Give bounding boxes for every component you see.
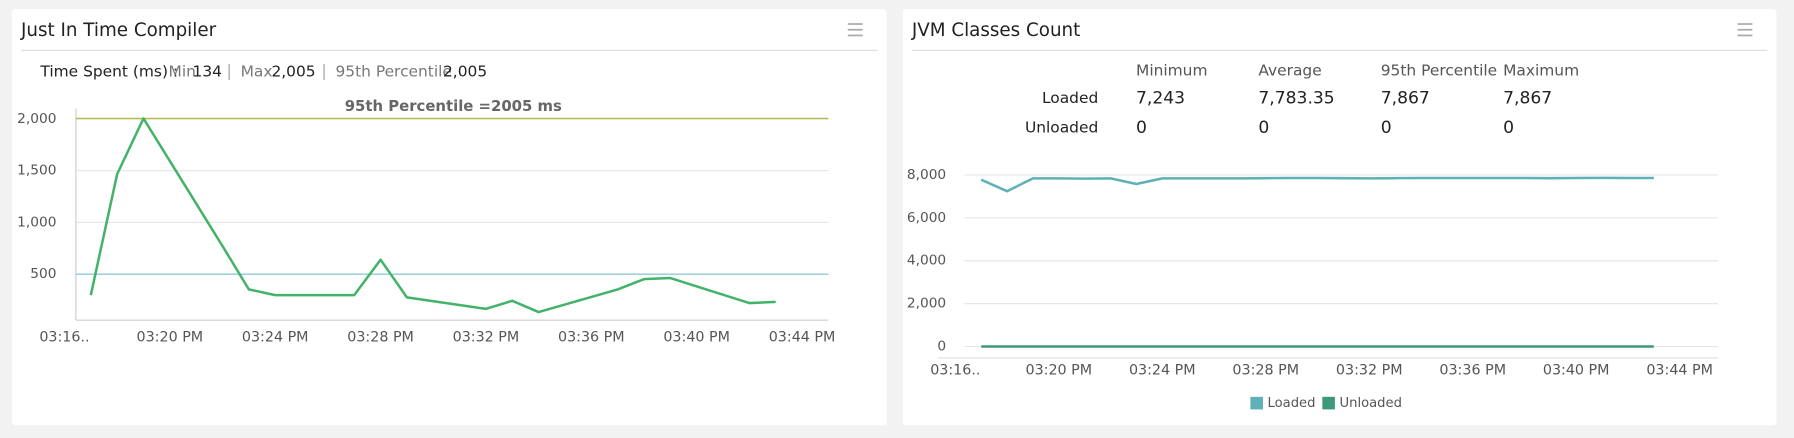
stat-value: 0	[1503, 118, 1514, 138]
menu-icon[interactable]	[1737, 23, 1753, 37]
row-label: Loaded	[1042, 89, 1098, 107]
legend-swatch	[1250, 396, 1263, 410]
y-tick-label: 6,000	[907, 210, 946, 226]
stat-value: 0	[1136, 118, 1147, 138]
stat-value: 2,005	[271, 63, 315, 81]
column-header: 95th Percentile	[1381, 61, 1497, 79]
column-header: Maximum	[1503, 61, 1579, 79]
legend-label: Loaded	[1268, 396, 1316, 411]
y-tick-label: 4,000	[907, 253, 946, 269]
x-tick-label: 03:44 PM	[1646, 363, 1713, 379]
x-tick-label: 03:16..	[930, 363, 980, 379]
stat-value: 7,867	[1503, 88, 1552, 108]
stat-value: 7,867	[1381, 88, 1430, 108]
y-tick-label: 1,500	[17, 163, 56, 179]
y-tick-label: 2,000	[17, 111, 56, 127]
x-tick-label: 03:28 PM	[347, 329, 414, 345]
x-tick-label: 03:32 PM	[1336, 363, 1403, 379]
x-tick-label: 03:44 PM	[769, 329, 836, 345]
stat-value: 134	[193, 63, 222, 81]
stat-value: 2,005	[443, 63, 487, 81]
x-tick-label: 03:28 PM	[1232, 363, 1299, 379]
x-tick-label: 03:16..	[39, 329, 89, 345]
column-header: Minimum	[1136, 61, 1207, 79]
x-tick-label: 03:20 PM	[1025, 363, 1092, 379]
summary-label: Time Spent (ms) :	[39, 63, 178, 81]
y-tick-label: 1,000	[17, 214, 56, 230]
column-header: Average	[1258, 61, 1321, 79]
legend-swatch	[1322, 396, 1335, 410]
stat-name: Min	[169, 63, 196, 81]
threshold-label: 95th Percentile =2005 ms	[345, 97, 562, 115]
panel-title: JVM Classes Count	[911, 20, 1080, 41]
stat-value: 7,243	[1136, 88, 1185, 108]
x-tick-label: 03:36 PM	[1439, 363, 1506, 379]
y-tick-label: 0	[937, 339, 946, 355]
x-tick-label: 03:32 PM	[453, 329, 520, 345]
x-tick-label: 03:24 PM	[242, 329, 309, 345]
y-tick-label: 8,000	[907, 167, 946, 183]
x-tick-label: 03:20 PM	[137, 329, 204, 345]
x-tick-label: 03:24 PM	[1129, 363, 1196, 379]
y-tick-label: 500	[30, 266, 56, 282]
x-tick-label: 03:40 PM	[1543, 363, 1610, 379]
x-tick-label: 03:40 PM	[663, 329, 730, 345]
menu-icon[interactable]	[847, 23, 863, 37]
x-tick-label: 03:36 PM	[558, 329, 625, 345]
stat-value: 0	[1258, 118, 1269, 138]
legend-label: Unloaded	[1339, 396, 1401, 411]
stat-name: Max	[241, 63, 273, 81]
stat-name: 95th Percentile	[335, 63, 451, 81]
stat-value: 0	[1381, 118, 1392, 138]
panel-title: Just In Time Compiler	[20, 20, 217, 41]
row-label: Unloaded	[1025, 119, 1098, 137]
panel	[11, 9, 887, 426]
data-line	[89, 117, 776, 314]
stat-value: 7,783.35	[1258, 88, 1334, 108]
data-line	[980, 176, 1654, 193]
y-tick-label: 2,000	[907, 296, 946, 312]
